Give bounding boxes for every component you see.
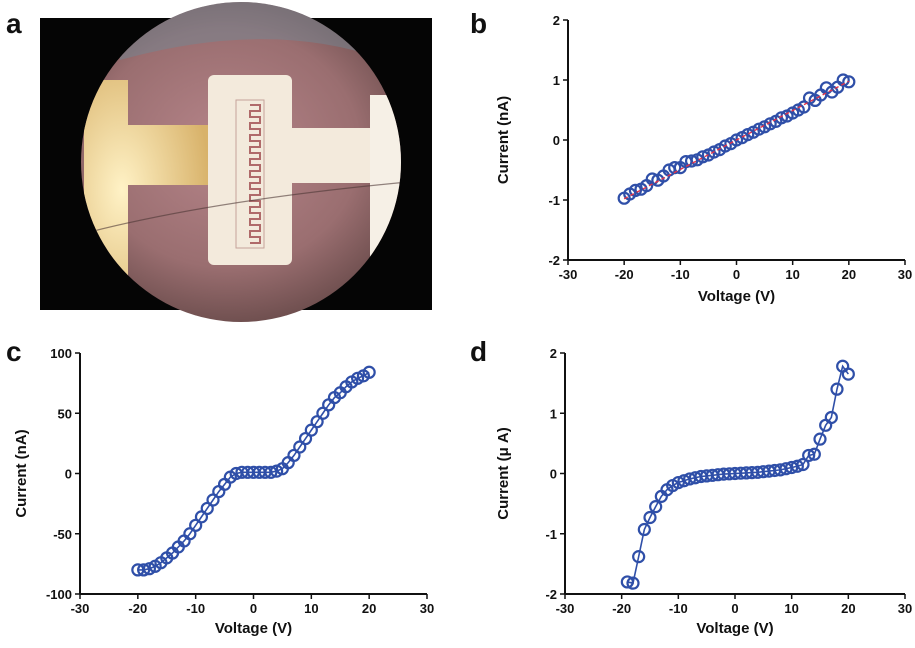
data-point <box>684 154 699 168</box>
y-tick-label: 0 <box>550 467 557 482</box>
data-point <box>774 111 789 125</box>
x-tick-label: -30 <box>556 601 575 616</box>
data-point <box>807 447 821 461</box>
y-tick-label: 2 <box>553 13 560 28</box>
series-line <box>627 364 849 585</box>
panel-label-c: c <box>6 336 22 367</box>
y-tick-label: -2 <box>545 587 557 602</box>
y-tick-label: 100 <box>50 346 72 361</box>
data-point <box>841 367 855 381</box>
data-point <box>632 550 646 564</box>
y-axis-title: Current (μ A) <box>495 427 512 520</box>
y-tick-label: -1 <box>548 193 560 208</box>
x-tick-label: 10 <box>304 601 318 616</box>
x-tick-label: -20 <box>612 601 631 616</box>
data-point <box>796 457 810 472</box>
x-axis-title: Voltage (V) <box>696 620 773 637</box>
x-tick-label: 10 <box>784 601 798 616</box>
x-tick-label: -30 <box>559 267 578 282</box>
data-point <box>696 150 710 164</box>
data-point <box>637 522 651 537</box>
data-point <box>626 576 640 590</box>
data-point <box>836 73 850 87</box>
y-tick-label: -2 <box>548 253 560 268</box>
data-point <box>620 575 634 589</box>
x-axis-title: Voltage (V) <box>215 620 292 637</box>
data-point <box>802 448 816 463</box>
panel-label-a: a <box>6 8 22 39</box>
y-tick-label: -50 <box>53 527 72 542</box>
x-tick-label: -20 <box>615 267 634 282</box>
x-tick-label: -10 <box>186 601 205 616</box>
panel-label-d: d <box>470 336 488 367</box>
x-tick-label: 20 <box>841 601 855 616</box>
y-tick-label: 50 <box>58 406 72 421</box>
x-tick-label: 0 <box>733 267 740 282</box>
data-point <box>628 183 643 197</box>
data-point <box>830 382 844 396</box>
y-tick-label: 2 <box>550 346 557 361</box>
x-tick-label: 10 <box>785 267 799 282</box>
y-axis-title: Current (nA) <box>13 429 30 517</box>
data-point <box>842 75 856 89</box>
x-tick-label: -30 <box>71 601 90 616</box>
y-axis-title: Current (nA) <box>495 96 512 184</box>
data-point <box>790 459 804 473</box>
y-tick-label: 0 <box>553 133 560 148</box>
data-point <box>649 500 663 514</box>
x-tick-label: 30 <box>420 601 434 616</box>
x-tick-label: 20 <box>362 601 376 616</box>
x-tick-label: 0 <box>731 601 738 616</box>
y-tick-label: -1 <box>545 527 557 542</box>
panel-label-b: b <box>470 8 488 39</box>
x-tick-label: -10 <box>671 267 690 282</box>
x-tick-label: 0 <box>250 601 257 616</box>
x-tick-label: 30 <box>898 601 912 616</box>
x-axis-title: Voltage (V) <box>698 288 775 305</box>
x-tick-label: -10 <box>669 601 688 616</box>
micrograph-image <box>40 2 432 322</box>
x-tick-label: 30 <box>898 267 912 282</box>
data-point <box>813 432 827 446</box>
x-tick-label: 20 <box>842 267 856 282</box>
data-point <box>671 475 685 490</box>
y-tick-label: 1 <box>550 406 557 421</box>
y-tick-label: -100 <box>46 587 72 602</box>
fit-line <box>623 80 850 200</box>
data-point <box>643 510 657 525</box>
x-tick-label: -20 <box>128 601 147 616</box>
data-point <box>137 563 151 577</box>
data-point <box>824 410 838 425</box>
y-tick-label: 0 <box>65 467 72 482</box>
data-point <box>264 465 278 479</box>
data-point <box>362 365 376 379</box>
y-tick-label: 1 <box>553 73 560 88</box>
